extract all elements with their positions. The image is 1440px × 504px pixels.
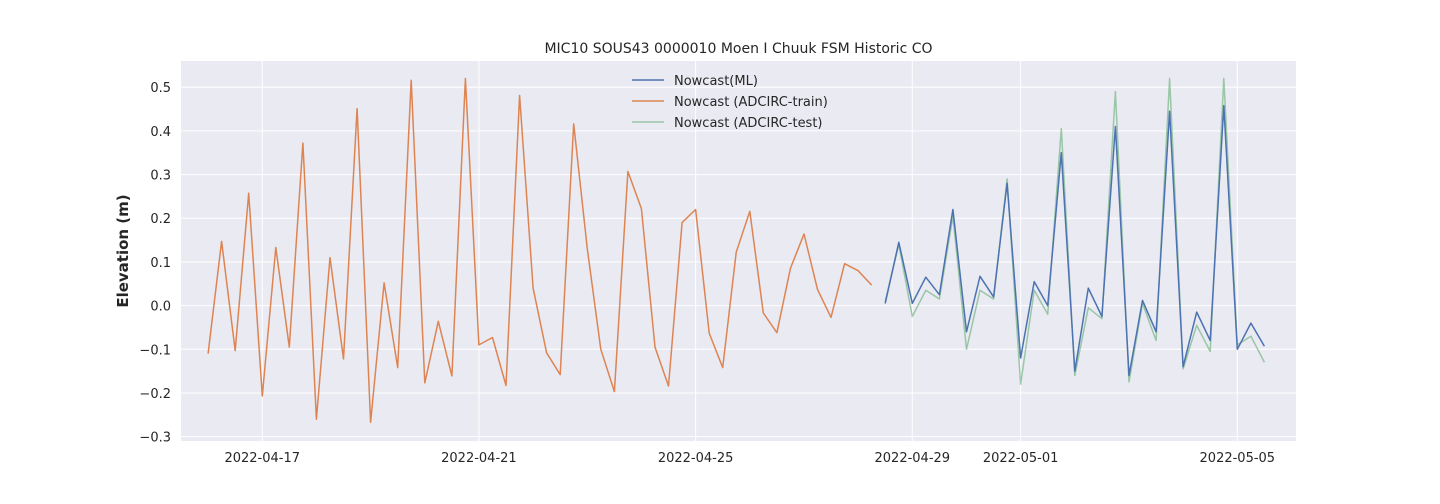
legend-label: Nowcast (ADCIRC-test) [674, 116, 823, 131]
y-tick-label: −0.2 [139, 387, 171, 402]
y-tick-label: 0.1 [150, 256, 171, 271]
legend: Nowcast(ML) Nowcast (ADCIRC-train) Nowcast… [632, 74, 828, 131]
x-tick-label: 2022-04-21 [441, 451, 517, 466]
y-tick-label: 0.0 [150, 300, 171, 315]
y-tick-label: −0.3 [139, 431, 171, 446]
series-line-2 [884, 77, 1266, 385]
y-tick-label: 0.3 [150, 169, 171, 184]
legend-label: Nowcast (ADCIRC-train) [674, 95, 828, 110]
x-tick-label: 2022-05-01 [983, 451, 1059, 466]
series-line-0 [884, 104, 1266, 377]
x-tick-label: 2022-04-25 [658, 451, 734, 466]
x-tick-label: 2022-04-17 [224, 451, 300, 466]
series-line-1 [207, 77, 873, 423]
y-tick-label: 0.2 [150, 212, 171, 227]
tick-labels: −0.3 −0.2 −0.1 0.0 0.1 0.2 0.3 0.4 0.5 2022-04-17… [139, 81, 1275, 466]
plot-area [181, 61, 1296, 441]
x-tick-label: 2022-04-29 [875, 451, 951, 466]
x-tick-label: 2022-05-05 [1200, 451, 1276, 466]
y-tick-label: −0.1 [139, 343, 171, 358]
y-axis-label: Elevation (m) [114, 194, 132, 307]
legend-label: Nowcast(ML) [674, 74, 758, 89]
y-tick-label: 0.4 [150, 125, 171, 140]
chart-title: MIC10 SOUS43 0000010 Moen I Chuuk FSM Hi… [544, 41, 932, 57]
y-tick-label: 0.5 [150, 81, 171, 96]
series-lines [207, 77, 1266, 423]
